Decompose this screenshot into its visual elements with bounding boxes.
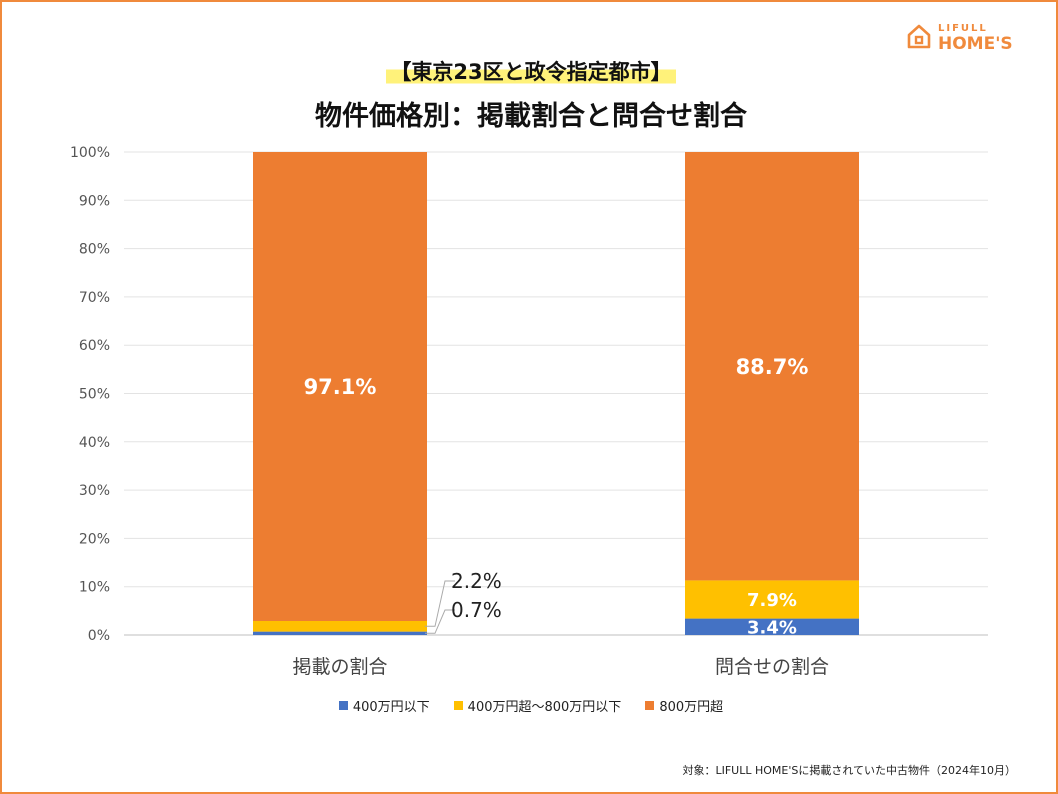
label-leader-line	[425, 580, 455, 627]
legend-item: 800万円超	[645, 696, 723, 715]
bar-segment	[685, 580, 859, 619]
y-tick-label: 80%	[79, 242, 110, 258]
bar-segment	[253, 152, 427, 621]
bar-segment	[685, 618, 859, 635]
legend-swatch	[645, 701, 655, 710]
data-label: 0.7%	[451, 598, 502, 622]
legend-label: 400万円以下	[352, 700, 430, 715]
legend-label: 400万円超～800万円以下	[467, 700, 622, 715]
legend: 400万円以下 400万円超～800万円以下 800万円超	[2, 696, 1058, 715]
brand-logo: LIFULL HOME'S	[906, 22, 1013, 54]
y-tick-label: 20%	[79, 531, 110, 547]
x-category-label: 問合せの割合	[715, 656, 829, 678]
y-tick-label: 60%	[79, 338, 110, 354]
title-line1: 【東京23区と政令指定都市】	[386, 56, 676, 86]
legend-swatch	[453, 701, 463, 710]
y-tick-label: 100%	[70, 145, 110, 161]
data-label: 97.1%	[304, 375, 377, 399]
brand-line1: LIFULL	[938, 22, 988, 34]
title-line2: 物件価格別：掲載割合と問合せ割合	[315, 101, 747, 132]
y-tick-label: 0%	[88, 628, 110, 644]
bar-segment	[253, 631, 427, 635]
y-tick-label: 10%	[79, 580, 110, 596]
data-label: 7.9%	[747, 590, 797, 611]
x-category-label: 掲載の割合	[292, 656, 387, 678]
label-leader-line	[425, 609, 455, 634]
data-label: 2.2%	[451, 569, 502, 593]
legend-swatch	[338, 701, 348, 710]
bar-segment	[685, 152, 859, 581]
data-label: 3.4%	[747, 617, 797, 638]
legend-item: 400万円超～800万円以下	[453, 696, 622, 715]
chart-title: 【東京23区と政令指定都市】 物件価格別：掲載割合と問合せ割合	[2, 56, 1058, 133]
bar-segment	[253, 620, 427, 632]
brand-line2: HOME'S	[938, 33, 1013, 54]
y-tick-label: 70%	[79, 290, 110, 306]
house-icon	[906, 22, 932, 54]
y-tick-label: 40%	[79, 435, 110, 451]
legend-item: 400万円以下	[338, 696, 430, 715]
source-note: 対象：LIFULL HOME'Sに掲載されていた中古物件（2024年10月）	[682, 764, 1016, 777]
y-tick-label: 90%	[79, 193, 110, 209]
y-tick-label: 30%	[79, 483, 110, 499]
data-label: 88.7%	[736, 355, 809, 379]
legend-label: 800万円超	[659, 700, 724, 715]
y-tick-label: 50%	[79, 387, 110, 403]
stacked-bar-chart: 0% 10% 20% 30% 40% 50% 60% 70% 80% 90% 100% 0.7% 2.2…	[70, 145, 988, 678]
